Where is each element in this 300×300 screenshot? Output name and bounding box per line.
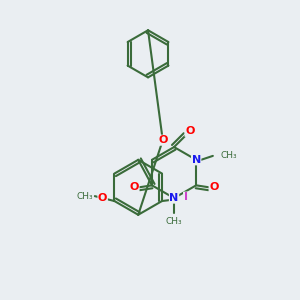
Text: O: O [158, 135, 167, 145]
Text: O: O [130, 182, 139, 192]
Text: I: I [184, 192, 188, 202]
Text: CH₃: CH₃ [221, 152, 237, 160]
Text: N: N [169, 193, 179, 203]
Text: O: O [209, 182, 218, 192]
Text: O: O [98, 193, 107, 203]
Text: CH₃: CH₃ [166, 217, 182, 226]
Text: CH₃: CH₃ [77, 192, 93, 201]
Text: O: O [185, 126, 194, 136]
Text: N: N [191, 155, 201, 165]
